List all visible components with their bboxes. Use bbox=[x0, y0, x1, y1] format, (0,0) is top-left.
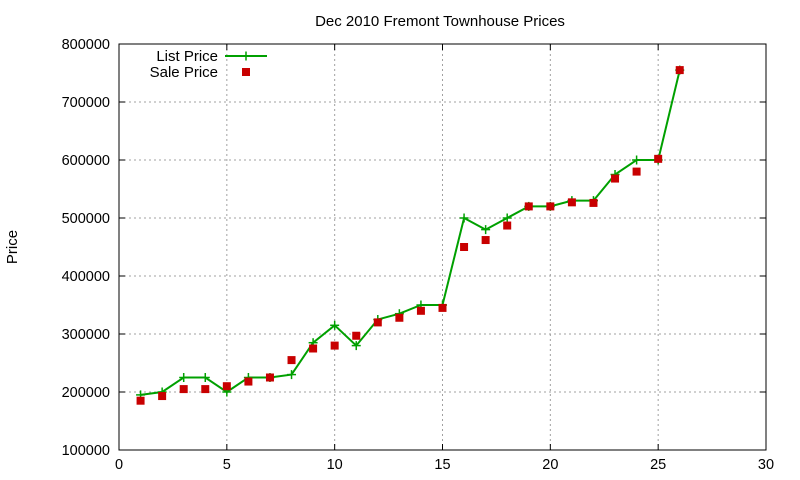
legend-label-sale-price: Sale Price bbox=[150, 64, 218, 81]
legend-marker-list-price bbox=[241, 51, 251, 61]
sale-price-point bbox=[654, 154, 663, 163]
sale-price-point bbox=[330, 341, 339, 350]
sale-price-point bbox=[265, 373, 274, 382]
sale-price-point bbox=[244, 377, 253, 386]
legend-label-list-price: List Price bbox=[156, 48, 218, 65]
list-price-point bbox=[459, 213, 469, 223]
sale-price-point bbox=[201, 385, 210, 394]
list-price-point bbox=[179, 373, 189, 382]
x-tick-label: 20 bbox=[542, 457, 558, 473]
sale-price-point bbox=[567, 198, 576, 207]
sale-price-point bbox=[481, 236, 490, 245]
list-price-point bbox=[502, 213, 512, 223]
sale-price-point bbox=[373, 318, 382, 327]
list-price-point bbox=[287, 370, 297, 380]
x-tick-label: 30 bbox=[758, 457, 774, 473]
list-price-point bbox=[330, 320, 340, 330]
y-tick-label: 100000 bbox=[62, 443, 110, 459]
y-tick-label: 500000 bbox=[62, 211, 110, 227]
list-price-point bbox=[632, 155, 642, 165]
sale-price-point bbox=[632, 167, 641, 176]
sale-price-point bbox=[352, 331, 361, 340]
list-price-line bbox=[140, 69, 681, 396]
y-tick-label: 600000 bbox=[62, 153, 110, 169]
sale-price-point bbox=[589, 198, 598, 207]
sale-price-point bbox=[460, 243, 469, 251]
sale-price-point bbox=[416, 306, 425, 315]
x-tick-label: 10 bbox=[327, 457, 343, 473]
chart-title: Dec 2010 Fremont Townhouse Prices bbox=[315, 13, 565, 30]
grid-lines bbox=[119, 44, 766, 450]
sale-price-point bbox=[136, 396, 145, 405]
y-tick-label: 300000 bbox=[62, 327, 110, 343]
list-price-point bbox=[481, 225, 491, 235]
sale-price-point bbox=[395, 313, 404, 322]
y-tick-label: 800000 bbox=[62, 37, 110, 53]
plot-frame bbox=[118, 43, 767, 451]
sale-price-point bbox=[546, 202, 555, 211]
y-tick-label: 400000 bbox=[62, 269, 110, 285]
x-tick-label: 25 bbox=[650, 457, 666, 473]
y-tick-label: 200000 bbox=[62, 385, 110, 401]
sale-price-point bbox=[611, 174, 620, 183]
list-price-point bbox=[200, 373, 210, 382]
x-tick-label: 0 bbox=[115, 457, 123, 473]
sale-price-point bbox=[158, 392, 167, 401]
sale-price-point bbox=[438, 303, 447, 312]
x-tick-label: 15 bbox=[434, 457, 450, 473]
sale-price-point bbox=[503, 221, 512, 230]
sale-price-point bbox=[675, 66, 684, 75]
x-tick-label: 5 bbox=[223, 457, 231, 473]
sale-price-point bbox=[524, 202, 533, 211]
sale-price-point bbox=[179, 385, 188, 394]
y-axis-label: Price bbox=[4, 230, 21, 264]
axis-ticks: 0 5 10 15 20 25 30 100000 200000 300000 400000 5000… bbox=[62, 37, 774, 473]
sale-price-point bbox=[287, 356, 296, 365]
sale-price-point bbox=[309, 344, 318, 353]
list-price-point bbox=[351, 341, 361, 351]
series-layer bbox=[136, 65, 685, 405]
sale-price-point bbox=[222, 382, 231, 391]
legend-marker-sale-price bbox=[242, 68, 250, 76]
y-tick-label: 700000 bbox=[62, 95, 110, 111]
